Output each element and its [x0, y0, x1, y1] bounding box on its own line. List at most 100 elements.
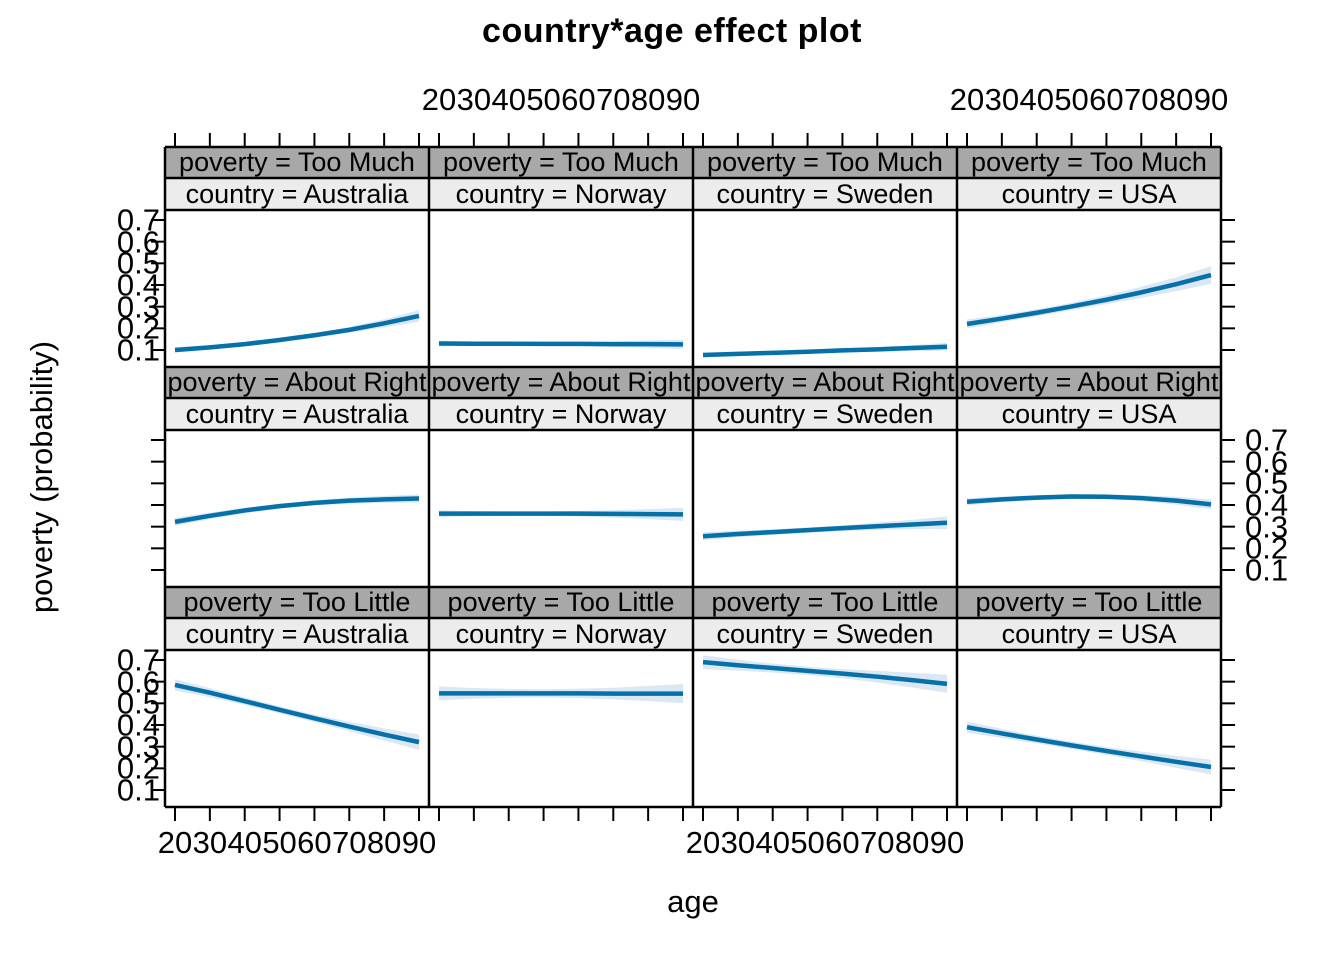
x-tick-label: 70: [1124, 82, 1159, 117]
panel-plot: [439, 507, 684, 521]
x-tick-label: 40: [1019, 82, 1054, 117]
x-tick-label: 50: [526, 82, 561, 117]
x-tick-label: 80: [894, 825, 930, 860]
panel-plot: [966, 721, 1212, 775]
y-tick-label: 0.1: [1245, 552, 1289, 588]
strip-poverty: poverty = About Right: [429, 367, 693, 398]
x-tick-label: 20: [949, 82, 985, 117]
strip-country: country = Sweden: [693, 398, 957, 430]
y-tick-label: 0.4: [1245, 487, 1289, 523]
y-tick-label: 0.5: [116, 685, 160, 721]
fitted-line: [174, 496, 420, 525]
x-tick-label: 90: [929, 825, 965, 860]
strip-poverty: poverty = Too Much: [165, 147, 429, 178]
strip-country: country = USA: [957, 398, 1221, 430]
y-tick-label: 0.5: [1245, 465, 1289, 501]
panel-plot: [439, 684, 683, 704]
fitted-line: [966, 272, 1212, 327]
x-tick-label: 60: [297, 825, 332, 860]
strip-poverty: poverty = About Right: [165, 367, 429, 398]
y-tick-label: 0.7: [1245, 422, 1289, 458]
y-tick-label: 0.3: [1245, 509, 1289, 545]
x-tick-label: 20: [685, 825, 721, 860]
panel-plot: [966, 266, 1212, 329]
strip-poverty: poverty = Too Little: [429, 587, 693, 618]
x-tick-label: 20: [157, 825, 193, 860]
y-tick-label: 0.4: [116, 267, 160, 303]
right-tick-marks: [1221, 659, 1235, 791]
fitted-line: [438, 341, 684, 347]
plot-title: country*age effect plot: [482, 12, 862, 50]
x-tick-label: 90: [1193, 82, 1229, 117]
fitted-line: [439, 511, 684, 517]
y-tick-label: 0.7: [116, 642, 160, 678]
x-tick-label: 80: [366, 825, 402, 860]
x-tick-label: 80: [630, 82, 666, 117]
fitted-line: [174, 682, 420, 745]
fitted-line: [702, 520, 948, 539]
left-tick-marks: [151, 659, 165, 791]
x-tick-label: 70: [332, 825, 367, 860]
panel-plot: [174, 679, 420, 750]
x-tick-label: 60: [561, 82, 596, 117]
y-tick-label: 0.5: [116, 245, 160, 281]
fitted-line: [702, 344, 948, 358]
panel-plot: [702, 516, 948, 541]
y-tick-label: 0.7: [116, 202, 160, 238]
panel-plot: [174, 310, 420, 353]
strip-poverty: poverty = Too Much: [429, 147, 693, 178]
strip-country: country = Sweden: [693, 618, 957, 650]
y-tick-label: 0.6: [116, 664, 160, 700]
x-tick-label: 30: [720, 825, 756, 860]
x-axis-title: age: [667, 884, 719, 919]
bottom-tick-marks: [174, 807, 1212, 821]
fitted-line: [966, 724, 1212, 770]
panel-plot: [966, 494, 1212, 510]
y-tick-label: 0.6: [116, 224, 160, 260]
fitted-line: [702, 659, 948, 687]
x-tick-label: 40: [227, 825, 262, 860]
y-tick-label: 0.2: [116, 750, 160, 786]
strip-poverty: poverty = Too Little: [165, 587, 429, 618]
y-tick-label: 0.1: [116, 772, 160, 808]
x-tick-label: 50: [1054, 82, 1089, 117]
x-tick-label: 90: [401, 825, 437, 860]
strip-poverty: poverty = Too Much: [693, 147, 957, 178]
x-tick-label: 40: [491, 82, 526, 117]
fitted-line: [966, 494, 1212, 507]
strip-poverty: poverty = About Right: [957, 367, 1221, 398]
strip-poverty: poverty = About Right: [693, 367, 957, 398]
panel-plot: [438, 339, 684, 350]
right-tick-marks: [1221, 219, 1235, 351]
y-tick-label: 0.3: [116, 729, 160, 765]
strip-poverty: poverty = Too Little: [693, 587, 957, 618]
left-tick-marks: [151, 219, 165, 351]
left-tick-marks: [151, 439, 165, 571]
x-tick-label: 50: [790, 825, 825, 860]
y-tick-label: 0.4: [116, 707, 160, 743]
strip-country: country = Sweden: [693, 178, 957, 210]
x-tick-label: 70: [596, 82, 631, 117]
x-tick-label: 80: [1158, 82, 1194, 117]
x-tick-label: 20: [421, 82, 457, 117]
y-tick-label: 0.2: [1245, 530, 1289, 566]
x-tick-label: 30: [984, 82, 1020, 117]
x-tick-label: 90: [665, 82, 701, 117]
fitted-line: [174, 313, 420, 353]
panel-plot: [702, 342, 948, 358]
strip-country: country = Norway: [429, 178, 693, 210]
strip-country: country = Australia: [165, 398, 429, 430]
x-tick-label: 60: [825, 825, 860, 860]
panel-plot: [174, 494, 420, 527]
x-tick-label: 60: [1089, 82, 1124, 117]
top-tick-marks: [174, 133, 1212, 147]
strip-country: country = USA: [957, 178, 1221, 210]
x-tick-label: 70: [860, 825, 895, 860]
panel-plot: [702, 655, 948, 693]
right-tick-marks: [1221, 439, 1235, 571]
y-tick-label: 0.3: [116, 289, 160, 325]
strip-poverty: poverty = Too Little: [957, 587, 1221, 618]
y-tick-label: 0.2: [116, 310, 160, 346]
